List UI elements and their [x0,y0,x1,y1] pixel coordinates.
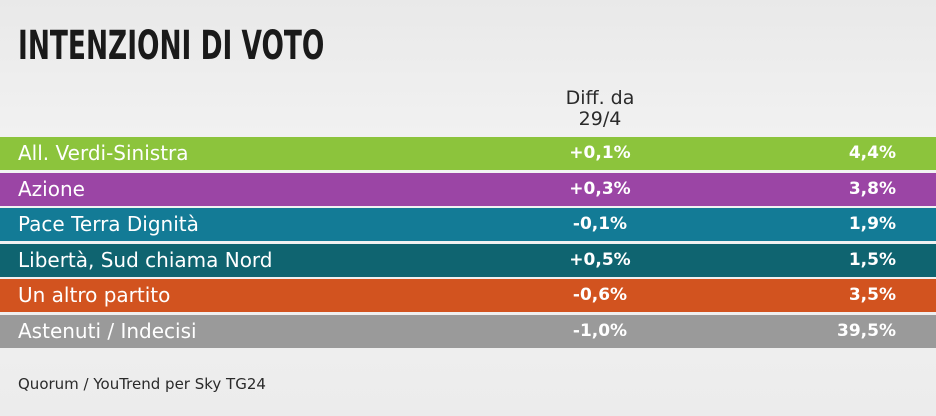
results-table: All. Verdi-Sinistra +0,1% 4,4% Azione +0… [0,137,936,350]
table-row: Astenuti / Indecisi -1,0% 39,5% [0,314,936,348]
party-value: 1,5% [848,249,896,270]
source-credit: Quorum / YouTrend per Sky TG24 [18,375,266,393]
party-diff: -1,0% [572,320,628,341]
party-name: Un altro partito [18,283,171,307]
table-row: All. Verdi-Sinistra +0,1% 4,4% [0,137,936,170]
party-value: 3,8% [848,178,896,199]
party-name: All. Verdi-Sinistra [18,141,189,165]
party-value: 1,9% [848,214,896,234]
party-diff: -0,1% [572,214,628,234]
party-diff: +0,3% [569,178,631,199]
table-row: Un altro partito -0,6% 3,5% [0,279,936,312]
party-name: Astenuti / Indecisi [18,318,197,343]
diff-header-line-1: Diff. da [565,87,635,109]
party-name: Libertà, Sud chiama Nord [18,247,273,272]
party-diff: +0,1% [569,143,631,163]
party-diff: +0,5% [569,249,631,270]
diff-column-header: Diff. da 29/4 [545,88,655,130]
table-row: Azione +0,3% 3,8% [0,172,936,206]
party-value: 39,5% [837,320,896,341]
table-row: Libertà, Sud chiama Nord +0,5% 1,5% [0,243,936,277]
party-name: Azione [18,176,85,201]
party-value: 3,5% [848,285,896,305]
party-value: 4,4% [848,143,896,163]
party-diff: -0,6% [572,285,628,305]
diff-header-line-2: 29/4 [578,108,622,130]
page-title: INTENZIONI DI VOTO [18,23,325,69]
table-row: Pace Terra Dignità -0,1% 1,9% [0,208,936,241]
party-name: Pace Terra Dignità [18,212,199,236]
